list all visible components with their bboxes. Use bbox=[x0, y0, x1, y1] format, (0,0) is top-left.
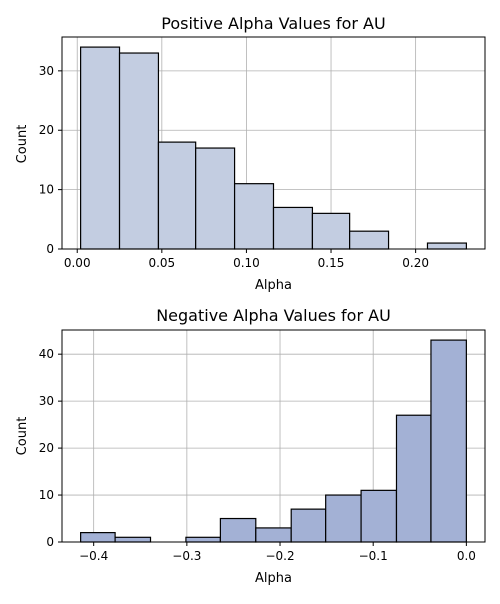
chart1-x-tick-label: 0.20 bbox=[402, 256, 429, 270]
chart2-bar bbox=[219, 517, 257, 543]
chart1-x-tick-label: 0.00 bbox=[64, 256, 91, 270]
chart1-bar bbox=[272, 206, 314, 250]
chart1-x-tick-label: 0.10 bbox=[233, 256, 260, 270]
chart1-y-tick-label: 20 bbox=[39, 123, 54, 137]
chart1-bar bbox=[233, 183, 275, 250]
chart2-bar bbox=[290, 508, 327, 543]
chart1-y-tick-label: 30 bbox=[39, 64, 54, 78]
chart1-axes-frame bbox=[61, 36, 486, 250]
chart1-y-tick-label: 0 bbox=[46, 242, 54, 256]
chart2-bar bbox=[255, 527, 292, 543]
chart2-bar bbox=[185, 536, 221, 543]
chart1-title: Positive Alpha Values for AU bbox=[161, 14, 385, 33]
chart2-x-tick-label: 0.0 bbox=[457, 549, 476, 563]
chart1-y-tick-label: 10 bbox=[39, 183, 54, 197]
chart2-x-tick-label: −0.4 bbox=[79, 549, 108, 563]
chart2-axes-frame bbox=[61, 329, 486, 543]
chart1-bar bbox=[311, 212, 351, 250]
chart2-xlabel: Alpha bbox=[255, 571, 292, 586]
chart2-bar bbox=[80, 532, 116, 543]
chart1-x-tick-label: 0.05 bbox=[148, 256, 175, 270]
chart2-bar bbox=[395, 414, 432, 543]
chart1-x-tick-label: 0.15 bbox=[318, 256, 345, 270]
chart1-bar bbox=[195, 147, 236, 250]
chart2-y-tick-label: 30 bbox=[39, 394, 54, 408]
chart1-bar bbox=[426, 242, 467, 250]
chart2-y-tick-label: 40 bbox=[39, 347, 54, 361]
chart1-plot-area: 0.00 0.05 0.10 0.15 0.20 0 10 20 30 bbox=[39, 36, 486, 270]
chart2-bar bbox=[360, 489, 398, 543]
chart2-y-tick-label: 10 bbox=[39, 488, 54, 502]
chart2-x-tick-label: −0.2 bbox=[265, 549, 294, 563]
chart2-y-tick-label: 20 bbox=[39, 441, 54, 455]
chart2-ylabel: Count bbox=[15, 417, 30, 456]
chart2-plot-area: −0.4 −0.3 −0.2 −0.1 0.0 0 10 20 30 40 bbox=[39, 329, 486, 563]
chart1-bar bbox=[157, 141, 197, 250]
chart2-x-tick-label: −0.1 bbox=[359, 549, 388, 563]
chart1-bar bbox=[118, 52, 160, 250]
chart1-ylabel: Count bbox=[15, 125, 30, 164]
chart2-bar bbox=[114, 536, 152, 543]
chart1-xlabel: Alpha bbox=[255, 278, 292, 293]
chart2-bar bbox=[430, 339, 467, 543]
chart1-bar bbox=[80, 46, 121, 250]
chart2-x-tick-label: −0.3 bbox=[172, 549, 201, 563]
chart2-title: Negative Alpha Values for AU bbox=[156, 306, 391, 325]
chart1-bar bbox=[349, 230, 390, 250]
chart2-y-tick-label: 0 bbox=[46, 535, 54, 549]
chart2-bar bbox=[325, 494, 362, 543]
